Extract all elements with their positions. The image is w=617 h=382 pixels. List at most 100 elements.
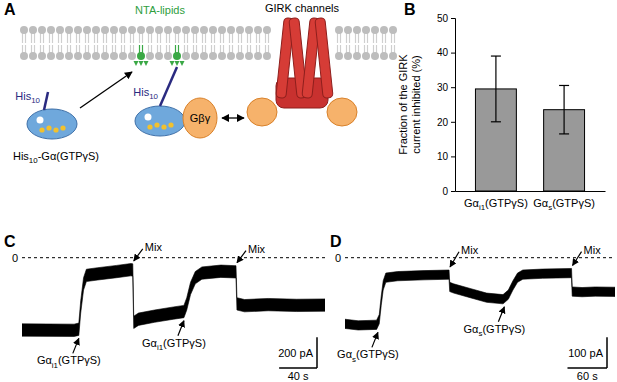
annotation-arrow (237, 251, 246, 263)
text-part: Mix (248, 243, 266, 255)
axis-line (451, 19, 456, 192)
tick-mark (451, 122, 455, 123)
lipid-head (362, 26, 370, 34)
lipid-tail (34, 45, 35, 53)
lipid-tail (178, 33, 179, 43)
x-tick: Gαi1(GTPγS) (464, 197, 528, 212)
nta-group (139, 61, 144, 66)
text-part: Gα (337, 348, 353, 360)
gtp-phosphate (161, 124, 166, 129)
lipid-tail (133, 45, 134, 53)
lipid-tail (157, 45, 158, 53)
lipid-tail (94, 33, 95, 43)
bars (475, 56, 584, 191)
lipid-tail (385, 33, 386, 43)
lipid-tail (121, 45, 122, 53)
lipid-tail (175, 45, 176, 53)
annotation-label: Mix (145, 241, 163, 253)
lipid-head (20, 52, 28, 60)
lipid-tail (97, 33, 98, 43)
lipid-tail (268, 45, 269, 53)
lipid-tail (142, 33, 143, 43)
g-beta-gamma (247, 98, 277, 126)
membrane (20, 26, 397, 66)
panel-label: A (4, 1, 16, 18)
lipid-tail (52, 33, 53, 43)
g-alpha (135, 106, 185, 136)
lipid-head (74, 52, 82, 60)
g-beta-gamma (327, 98, 357, 126)
lipid-tail (220, 45, 221, 53)
lipid-tail (367, 45, 368, 53)
lipid-tail (247, 45, 248, 53)
lipid-tail (88, 45, 89, 53)
text-part: Gα (142, 337, 158, 349)
nucleotide (145, 114, 152, 121)
tick-label: 20 (437, 117, 449, 128)
lipid-head (74, 26, 82, 34)
y-tick: 10 (437, 151, 455, 162)
lipid-tail (124, 45, 125, 53)
lipid-tail (229, 45, 230, 53)
lipid-head (209, 52, 217, 60)
reference-label: 0 (12, 252, 18, 264)
axis-title: current inhibited (%) (410, 55, 422, 153)
lipid-tail (238, 33, 239, 43)
g-alpha (27, 109, 77, 139)
lipid-tail (22, 45, 23, 53)
lipid-tail (394, 45, 395, 53)
g-alpha-body (135, 106, 185, 136)
lipid-tail (187, 33, 188, 43)
annotation-label: Mix (248, 243, 266, 255)
annotation-arrow (450, 252, 459, 267)
trace (345, 268, 615, 330)
lipid-head (164, 26, 172, 34)
lipid-head (353, 26, 361, 34)
lipid-head (29, 26, 37, 34)
lipid-head (236, 52, 244, 60)
lipid-tail (220, 33, 221, 43)
lipid-tail (97, 45, 98, 53)
error-bar (559, 85, 569, 133)
lipid-tail (250, 33, 251, 43)
lipid-tail (70, 45, 71, 53)
lipid-head (335, 52, 343, 60)
lipid-head (353, 52, 361, 60)
lipid-head (110, 52, 118, 60)
text-part: His (15, 90, 31, 102)
lipid-tail (142, 45, 143, 53)
gbg-label: Gβγ (190, 112, 211, 124)
lipid-tail (373, 33, 374, 43)
tick-mark (451, 18, 455, 19)
bar-chart: 01020304050Gαi1(GTPγS)Gαs(GTPγS)Fraction… (397, 13, 606, 213)
lipid-tail (373, 45, 374, 53)
text-part: Gβγ (190, 112, 211, 124)
lipid-head (101, 26, 109, 34)
lipid-label: NTA-lipids (135, 4, 185, 16)
lipid-head (227, 52, 235, 60)
lipid-tail (349, 33, 350, 43)
trace-chart: 0Gαs(GTPγS)Gαs(GTPγS)MixMix100 pA60 s (335, 244, 615, 382)
gtp-phosphate (154, 122, 159, 127)
lipid-tail (76, 45, 77, 53)
scale-bar-y (316, 337, 318, 368)
lipid-tail (391, 45, 392, 53)
lipid-tail (385, 45, 386, 53)
lipid-head (47, 52, 55, 60)
text-part: (GTPγS) (58, 354, 101, 366)
lipid-head (65, 52, 73, 60)
lipid-tail (382, 45, 383, 53)
lipid-tail (103, 33, 104, 43)
double-arrow (222, 117, 244, 118)
lipid-tail (241, 33, 242, 43)
lipid-tail (115, 45, 116, 53)
lipid-head (236, 26, 244, 34)
lipid-tail (337, 33, 338, 43)
lipid-tail (124, 33, 125, 43)
scale-bar-x (279, 367, 317, 369)
y-tick: 30 (437, 82, 455, 93)
scale-bar-label: 100 pA (568, 347, 604, 359)
tick-label: 30 (437, 82, 449, 93)
his-tag-label: His10 (15, 90, 40, 105)
lipid-tail (391, 33, 392, 43)
